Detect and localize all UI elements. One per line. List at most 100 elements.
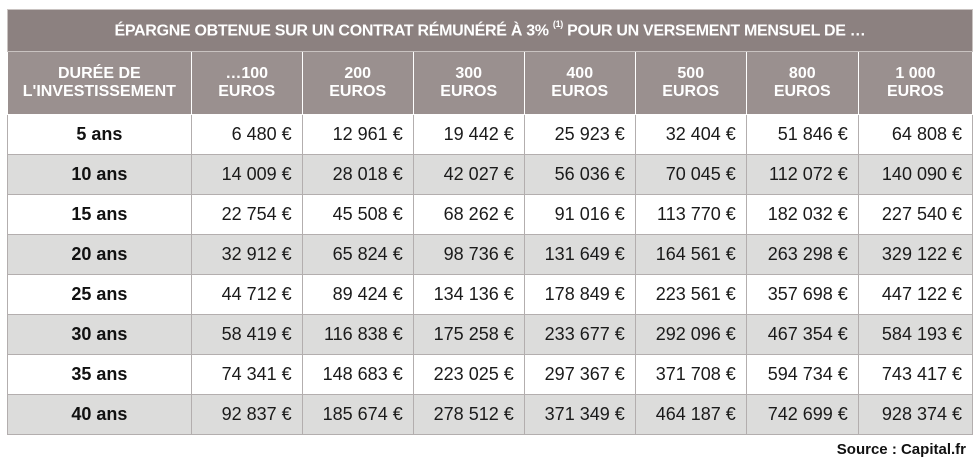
savings-value-cell: 58 419 € [190, 314, 303, 355]
savings-value-cell: 223 561 € [634, 274, 747, 315]
savings-value-cell: 371 349 € [523, 394, 636, 435]
savings-value-cell: 70 045 € [634, 154, 747, 195]
savings-value-cell: 743 417 € [857, 354, 974, 395]
savings-value-cell: 164 561 € [634, 234, 747, 275]
amount-column-header: …100 EUROS [190, 51, 303, 115]
savings-value-cell: 12 961 € [301, 114, 414, 155]
table-row: 5 ans 6 480 €12 961 €19 442 €25 923 €32 4… [7, 114, 974, 155]
amount-header-line: 800 [788, 65, 816, 82]
table-row: 10 ans 14 009 €28 018 €42 027 €56 036 €70… [7, 154, 974, 195]
duration-cell: 20 ans [7, 234, 192, 275]
table-body: 5 ans 6 480 €12 961 €19 442 €25 923 €32 4… [7, 114, 974, 435]
savings-value-cell: 131 649 € [523, 234, 636, 275]
savings-value-cell: 447 122 € [857, 274, 974, 315]
savings-value-cell: 25 923 € [523, 114, 636, 155]
savings-table-container: ÉPARGNE OBTENUE SUR UN CONTRAT RÉMUNÉRÉ … [7, 9, 974, 435]
duration-header-line-1: DURÉE DE [58, 65, 141, 82]
duration-cell: 35 ans [7, 354, 192, 395]
amount-header-line: EUROS [886, 83, 944, 100]
amount-column-header: 400 EUROS [523, 51, 636, 115]
savings-value-cell: 74 341 € [190, 354, 303, 395]
savings-value-cell: 28 018 € [301, 154, 414, 195]
table-title-text: ÉPARGNE OBTENUE SUR UN CONTRAT RÉMUNÉRÉ … [114, 22, 550, 40]
savings-value-cell: 91 016 € [523, 194, 636, 235]
savings-value-cell: 22 754 € [190, 194, 303, 235]
savings-value-cell: 65 824 € [301, 234, 414, 275]
savings-value-cell: 292 096 € [634, 314, 747, 355]
savings-value-cell: 584 193 € [857, 314, 974, 355]
savings-value-cell: 32 912 € [190, 234, 303, 275]
savings-value-cell: 64 808 € [857, 114, 974, 155]
amount-header-line: EUROS [329, 83, 387, 100]
savings-value-cell: 297 367 € [523, 354, 636, 395]
duration-cell: 25 ans [7, 274, 192, 315]
amount-header-line: EUROS [551, 83, 609, 100]
savings-value-cell: 263 298 € [745, 234, 859, 275]
savings-value-cell: 32 404 € [634, 114, 747, 155]
amount-header-line: 300 [455, 65, 483, 82]
savings-table: ÉPARGNE OBTENUE SUR UN CONTRAT RÉMUNÉRÉ … [7, 9, 974, 435]
amount-header-line: EUROS [773, 83, 831, 100]
amount-header-line: 500 [677, 65, 705, 82]
duration-header-line-2: L'INVESTISSEMENT [22, 83, 176, 100]
savings-value-cell: 112 072 € [745, 154, 859, 195]
amount-header-line: 1 000 [895, 65, 936, 82]
savings-value-cell: 45 508 € [301, 194, 414, 235]
savings-value-cell: 223 025 € [412, 354, 525, 395]
amount-column-header: 800 EUROS [745, 51, 859, 115]
savings-value-cell: 19 442 € [412, 114, 525, 155]
savings-value-cell: 92 837 € [190, 394, 303, 435]
amount-header-line: EUROS [440, 83, 498, 100]
duration-cell: 5 ans [7, 114, 192, 155]
column-header-row: DURÉE DE L'INVESTISSEMENT …100 EUROS 200 EU… [7, 51, 974, 115]
amount-header-line: 400 [566, 65, 594, 82]
amount-column-header: 300 EUROS [412, 51, 525, 115]
amount-header-line: EUROS [662, 83, 720, 100]
duration-cell: 15 ans [7, 194, 192, 235]
source-credit: Source : Capital.fr [836, 441, 966, 458]
savings-value-cell: 140 090 € [857, 154, 974, 195]
savings-value-cell: 233 677 € [523, 314, 636, 355]
table-row: 25 ans 44 712 €89 424 €134 136 €178 849 €… [7, 274, 974, 315]
table-title-footnote: (1) [552, 18, 564, 29]
savings-value-cell: 134 136 € [412, 274, 525, 315]
duration-column-header: DURÉE DE L'INVESTISSEMENT [7, 51, 192, 115]
savings-value-cell: 6 480 € [190, 114, 303, 155]
savings-value-cell: 116 838 € [301, 314, 414, 355]
table-row: 20 ans 32 912 €65 824 €98 736 €131 649 €1… [7, 234, 974, 275]
savings-value-cell: 182 032 € [745, 194, 859, 235]
amount-header-line: …100 [225, 65, 269, 82]
savings-value-cell: 113 770 € [634, 194, 747, 235]
savings-value-cell: 89 424 € [301, 274, 414, 315]
savings-value-cell: 175 258 € [412, 314, 525, 355]
amount-header-line: 200 [344, 65, 372, 82]
savings-value-cell: 44 712 € [190, 274, 303, 315]
amount-header-line: EUROS [218, 83, 276, 100]
amount-column-header: 1 000 EUROS [857, 51, 974, 115]
savings-value-cell: 68 262 € [412, 194, 525, 235]
amount-column-header: 500 EUROS [634, 51, 747, 115]
savings-value-cell: 51 846 € [745, 114, 859, 155]
table-row: 35 ans 74 341 €148 683 €223 025 €297 367 … [7, 354, 974, 395]
savings-value-cell: 371 708 € [634, 354, 747, 395]
table-row: 15 ans 22 754 €45 508 €68 262 €91 016 €11… [7, 194, 974, 235]
savings-value-cell: 148 683 € [301, 354, 414, 395]
duration-cell: 40 ans [7, 394, 192, 435]
savings-value-cell: 14 009 € [190, 154, 303, 195]
savings-value-cell: 98 736 € [412, 234, 525, 275]
savings-value-cell: 742 699 € [745, 394, 859, 435]
table-row: 30 ans 58 419 €116 838 €175 258 €233 677 … [7, 314, 974, 355]
savings-value-cell: 227 540 € [857, 194, 974, 235]
duration-cell: 30 ans [7, 314, 192, 355]
savings-value-cell: 464 187 € [634, 394, 747, 435]
savings-value-cell: 185 674 € [301, 394, 414, 435]
savings-value-cell: 928 374 € [857, 394, 974, 435]
savings-value-cell: 42 027 € [412, 154, 525, 195]
savings-value-cell: 178 849 € [523, 274, 636, 315]
amount-column-header: 200 EUROS [301, 51, 414, 115]
savings-value-cell: 467 354 € [745, 314, 859, 355]
savings-value-cell: 329 122 € [857, 234, 974, 275]
table-title-suffix: POUR UN VERSEMENT MENSUEL DE … [567, 22, 866, 40]
savings-value-cell: 56 036 € [523, 154, 636, 195]
table-title: ÉPARGNE OBTENUE SUR UN CONTRAT RÉMUNÉRÉ … [7, 9, 973, 52]
